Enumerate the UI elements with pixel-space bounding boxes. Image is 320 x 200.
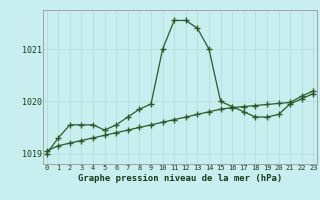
X-axis label: Graphe pression niveau de la mer (hPa): Graphe pression niveau de la mer (hPa) bbox=[78, 174, 282, 183]
